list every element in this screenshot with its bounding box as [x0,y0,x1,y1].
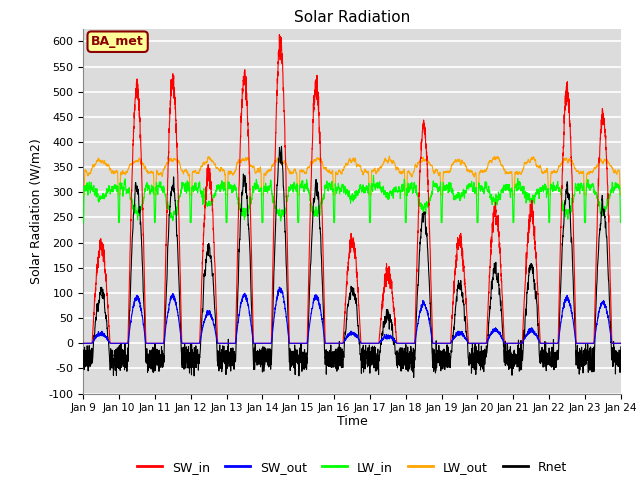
Text: BA_met: BA_met [92,35,144,48]
X-axis label: Time: Time [337,415,367,428]
Legend: SW_in, SW_out, LW_in, LW_out, Rnet: SW_in, SW_out, LW_in, LW_out, Rnet [132,456,572,479]
Y-axis label: Solar Radiation (W/m2): Solar Radiation (W/m2) [30,138,43,284]
Title: Solar Radiation: Solar Radiation [294,10,410,25]
